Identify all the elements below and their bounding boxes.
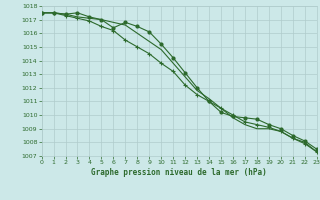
- X-axis label: Graphe pression niveau de la mer (hPa): Graphe pression niveau de la mer (hPa): [91, 168, 267, 177]
